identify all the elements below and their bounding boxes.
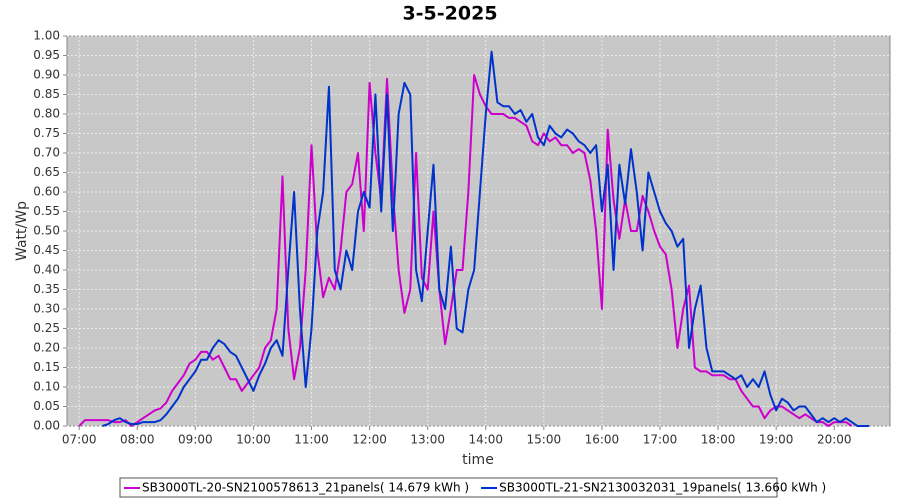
x-tick-label: 19:00 [759, 433, 794, 447]
x-tick-label: 12:00 [352, 433, 387, 447]
chart-title: 3-5-2025 [402, 3, 497, 25]
series-line [78, 74, 853, 427]
y-tick-label: 0.95 [33, 48, 60, 62]
x-tick-label: 11:00 [294, 433, 329, 447]
y-tick-label: 0.35 [33, 282, 60, 296]
x-tick-label: 10:00 [236, 433, 271, 447]
y-tick-label: 0.70 [33, 146, 60, 160]
plot-area [66, 35, 891, 427]
y-tick-label: 0.20 [33, 341, 60, 355]
y-tick-label: 1.00 [33, 29, 60, 43]
x-tick-label: 20:00 [817, 433, 852, 447]
y-axis-label: Watt/Wp [14, 201, 30, 261]
x-tick-label: 15:00 [527, 433, 562, 447]
y-tick-label: 0.90 [33, 68, 60, 82]
y-tick-label: 0.15 [33, 360, 60, 374]
x-tick-label: 09:00 [178, 433, 213, 447]
series-line [102, 50, 870, 427]
x-tick-label: 18:00 [701, 433, 736, 447]
y-tick-label: 0.80 [33, 107, 60, 121]
y-tick-label: 0.05 [33, 399, 60, 413]
y-tick-label: 0.45 [33, 243, 60, 257]
x-axis-label: time [462, 452, 494, 468]
x-tick-label: 08:00 [120, 433, 155, 447]
y-tick-label: 0.75 [33, 126, 60, 140]
y-tick-label: 0.10 [33, 380, 60, 394]
x-tick-label: 17:00 [643, 433, 678, 447]
x-tick-label: 14:00 [468, 433, 503, 447]
x-tick-label: 07:00 [62, 433, 97, 447]
legend-label: SB3000TL-20-SN2100578613_21panels( 14.67… [142, 481, 469, 495]
legend [119, 477, 778, 498]
y-tick-label: 0.60 [33, 185, 60, 199]
x-tick-label: 13:00 [410, 433, 445, 447]
legend-label: SB3000TL-21-SN2130032031_19panels( 13.66… [499, 481, 826, 495]
y-tick-label: 0.65 [33, 165, 60, 179]
x-tick-label: 16:00 [585, 433, 620, 447]
y-tick-label: 0.00 [33, 419, 60, 433]
y-tick-label: 0.25 [33, 321, 60, 335]
y-tick-label: 0.40 [33, 263, 60, 277]
y-tick-label: 0.85 [33, 87, 60, 101]
y-tick-label: 0.30 [33, 302, 60, 316]
y-tick-label: 0.50 [33, 224, 60, 238]
y-tick-label: 0.55 [33, 204, 60, 218]
